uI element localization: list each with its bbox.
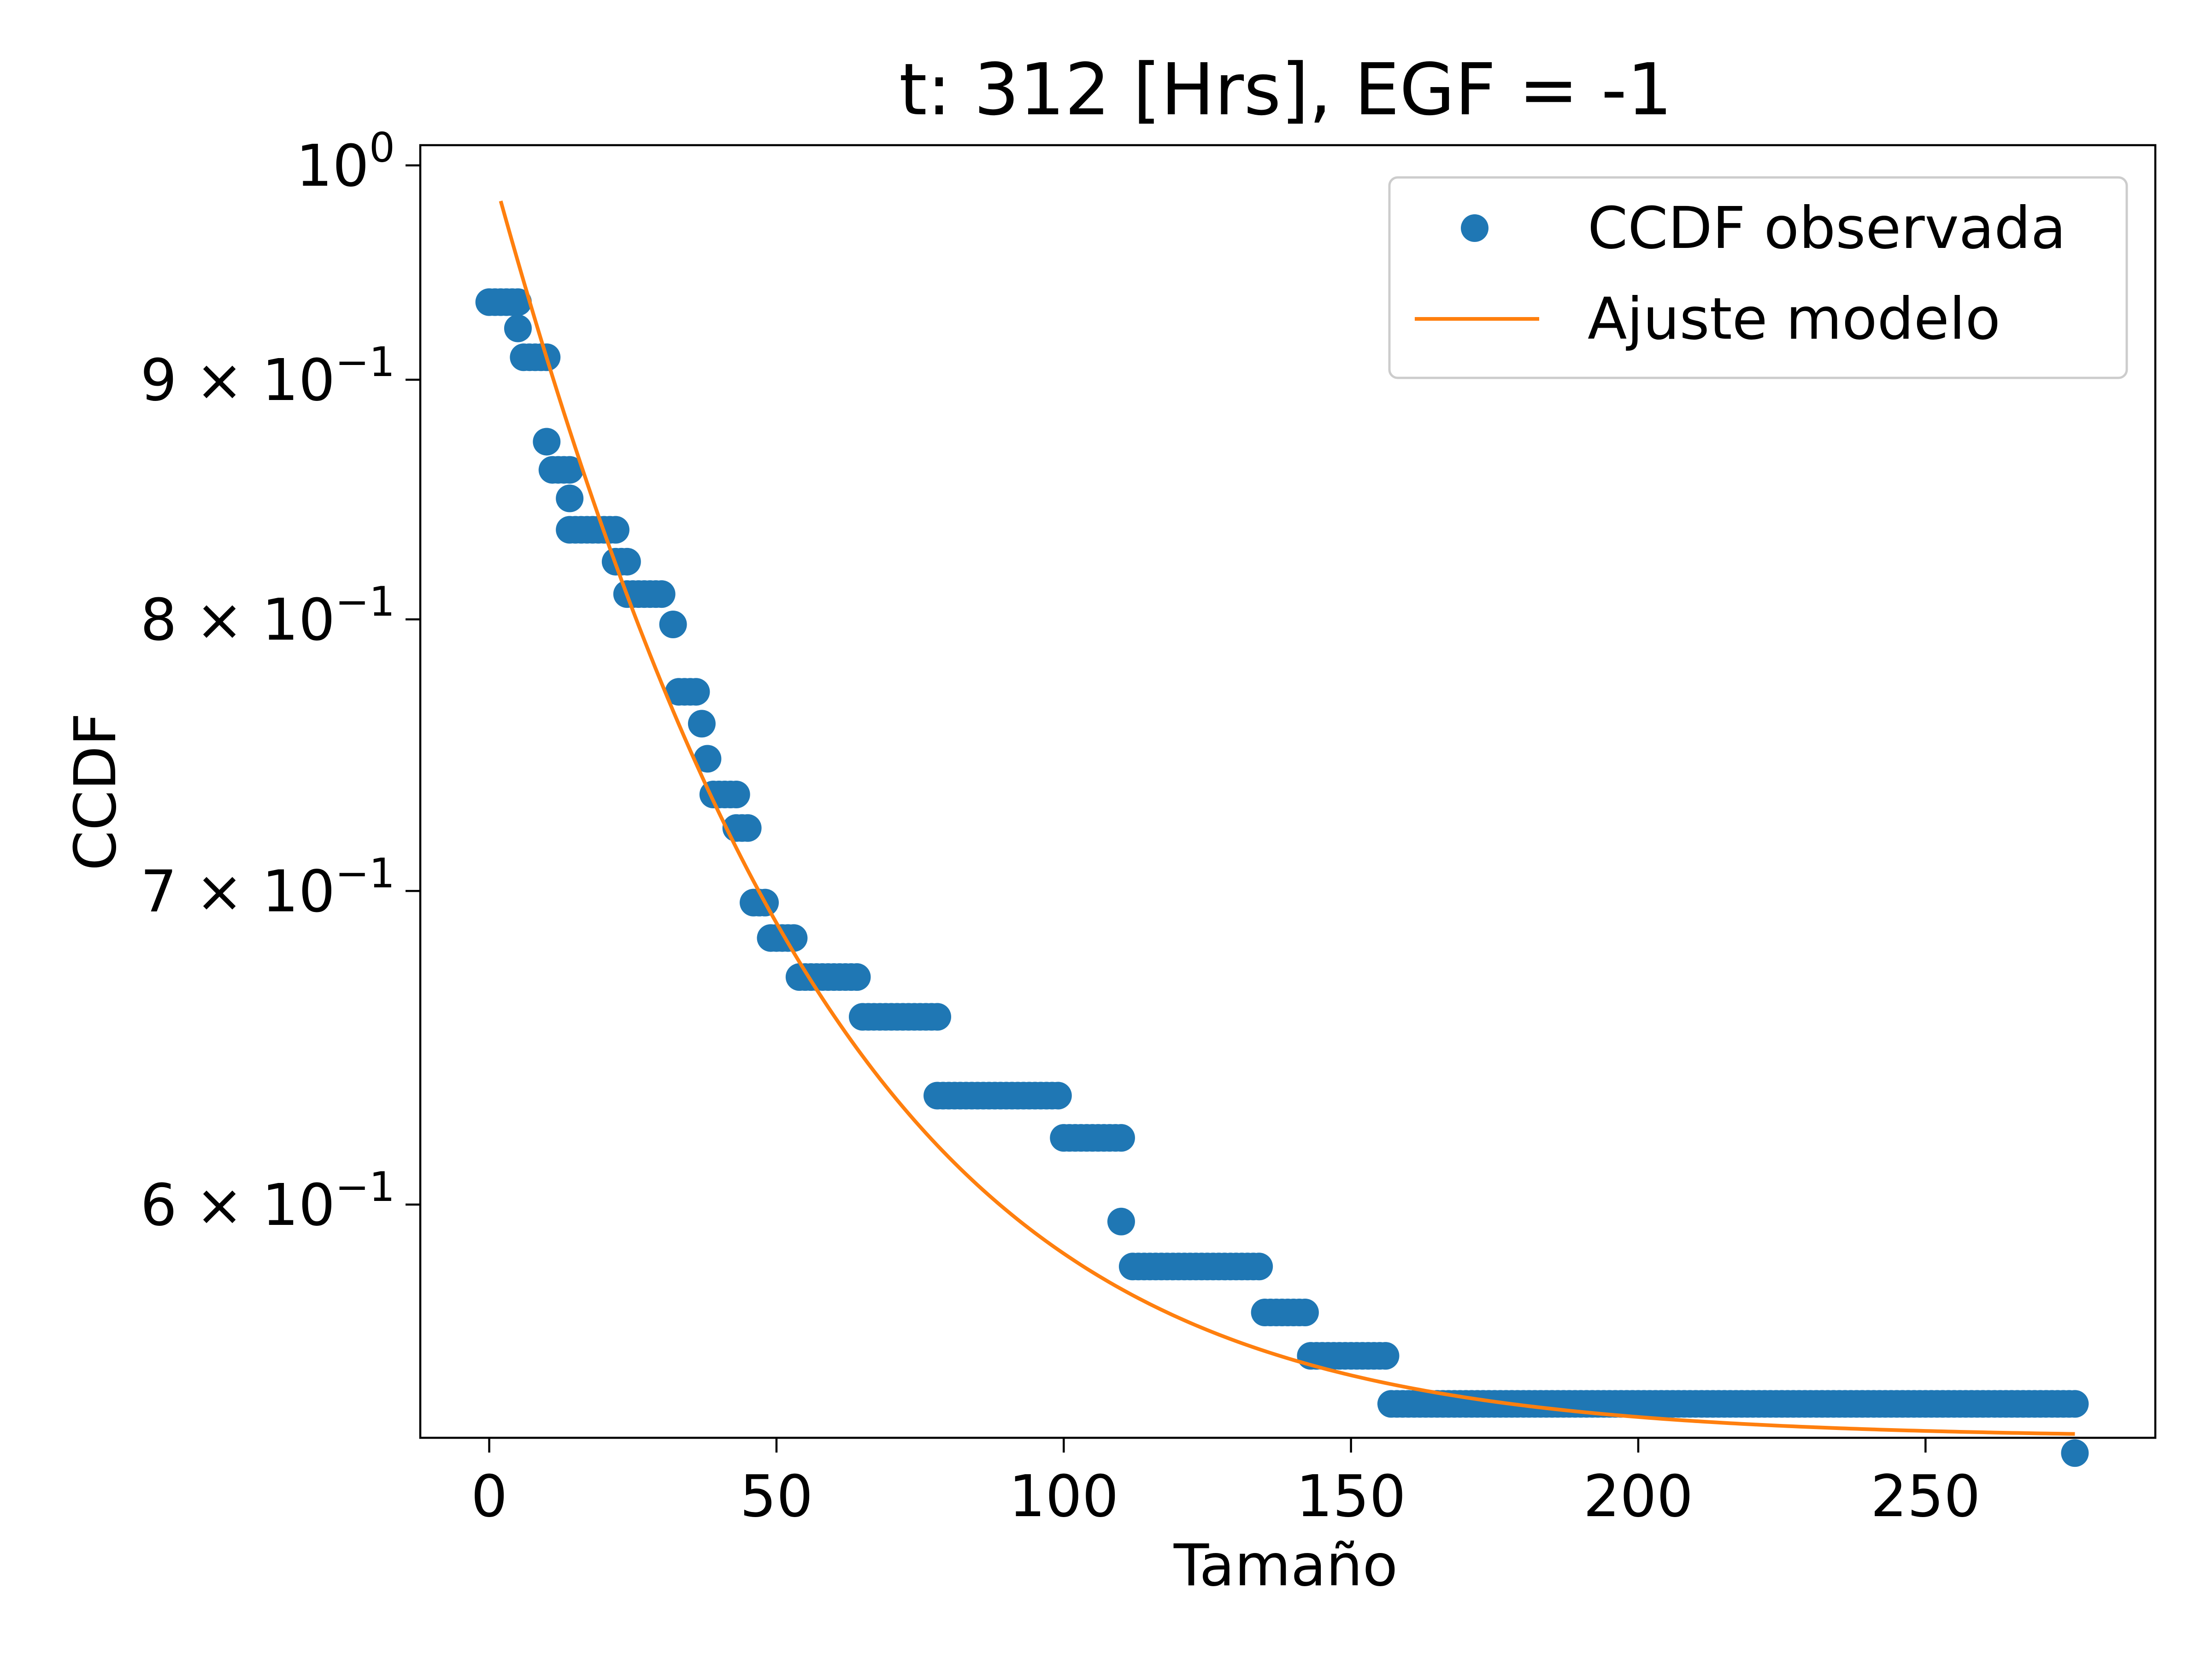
y-axis-label: CCDF (62, 713, 129, 871)
data-point (556, 456, 584, 484)
data-point (682, 678, 710, 706)
data-point (1107, 1124, 1135, 1152)
plot-content (475, 200, 2089, 1467)
x-axis-label: Tamaño (1173, 1532, 1398, 1599)
legend-label-fit: Ajuste modelo (1588, 286, 2000, 353)
plot-frame (419, 144, 2157, 1439)
data-point (924, 1003, 952, 1031)
data-point (1044, 1082, 1072, 1110)
data-point (647, 580, 676, 608)
observed-points (475, 288, 2089, 1467)
data-point (504, 288, 532, 316)
data-point (504, 314, 532, 342)
x-axis-ticks: 0 50 100 150 200 250 (471, 1438, 1981, 1530)
data-point (533, 428, 561, 456)
x-tick-label: 50 (740, 1463, 813, 1530)
data-point (556, 484, 584, 512)
data-point (722, 781, 750, 809)
data-point (1245, 1253, 1273, 1281)
data-point (688, 710, 716, 738)
x-tick-label: 250 (1871, 1463, 1981, 1530)
data-point (1107, 1207, 1135, 1235)
x-tick-label: 100 (1009, 1463, 1119, 1530)
data-point (659, 610, 687, 638)
data-point (843, 963, 871, 991)
legend-marker-observed (1461, 214, 1488, 242)
data-point (1291, 1299, 1319, 1327)
legend-label-observed: CCDF observada (1588, 195, 2066, 262)
x-tick-label: 200 (1583, 1463, 1694, 1530)
legend: CCDF observada Ajuste modelo (1388, 176, 2128, 379)
data-point (613, 547, 641, 576)
x-tick-label: 0 (471, 1463, 508, 1530)
data-point (1371, 1342, 1400, 1370)
x-tick-label: 150 (1296, 1463, 1406, 1530)
data-point (780, 924, 808, 952)
data-point (601, 516, 629, 544)
fit-line (499, 200, 2075, 1436)
data-point (694, 745, 722, 773)
chart-title: t: 312 [Hrs], EGF = -1 (899, 48, 1672, 131)
data-point (2061, 1390, 2089, 1418)
data-point (734, 814, 762, 842)
data-point (2061, 1439, 2089, 1467)
legend-box (1388, 176, 2128, 379)
